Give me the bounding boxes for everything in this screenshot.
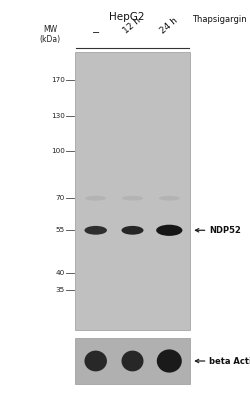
Text: 55: 55 (56, 227, 65, 233)
Text: MW
(kDa): MW (kDa) (40, 25, 60, 44)
Text: 12 h: 12 h (122, 16, 143, 36)
Ellipse shape (84, 226, 107, 235)
Ellipse shape (122, 350, 144, 371)
Text: 40: 40 (56, 270, 65, 276)
Ellipse shape (159, 196, 180, 201)
Ellipse shape (85, 196, 106, 201)
Ellipse shape (156, 225, 182, 236)
Text: −: − (92, 28, 100, 38)
Text: HepG2: HepG2 (109, 12, 144, 22)
Text: NDP52: NDP52 (209, 226, 240, 235)
Ellipse shape (84, 350, 107, 371)
Text: 24 h: 24 h (159, 16, 180, 36)
Ellipse shape (122, 226, 144, 235)
Text: 35: 35 (56, 288, 65, 294)
Text: 170: 170 (51, 77, 65, 83)
Text: beta Actin: beta Actin (209, 356, 250, 366)
Text: 130: 130 (51, 113, 65, 119)
Bar (75, 52, 190, 330)
Ellipse shape (122, 196, 143, 201)
Text: Thapsigargin: Thapsigargin (192, 15, 247, 24)
Text: 70: 70 (56, 195, 65, 201)
Text: 100: 100 (51, 148, 65, 154)
Ellipse shape (157, 350, 182, 373)
Bar (75, 338, 190, 384)
